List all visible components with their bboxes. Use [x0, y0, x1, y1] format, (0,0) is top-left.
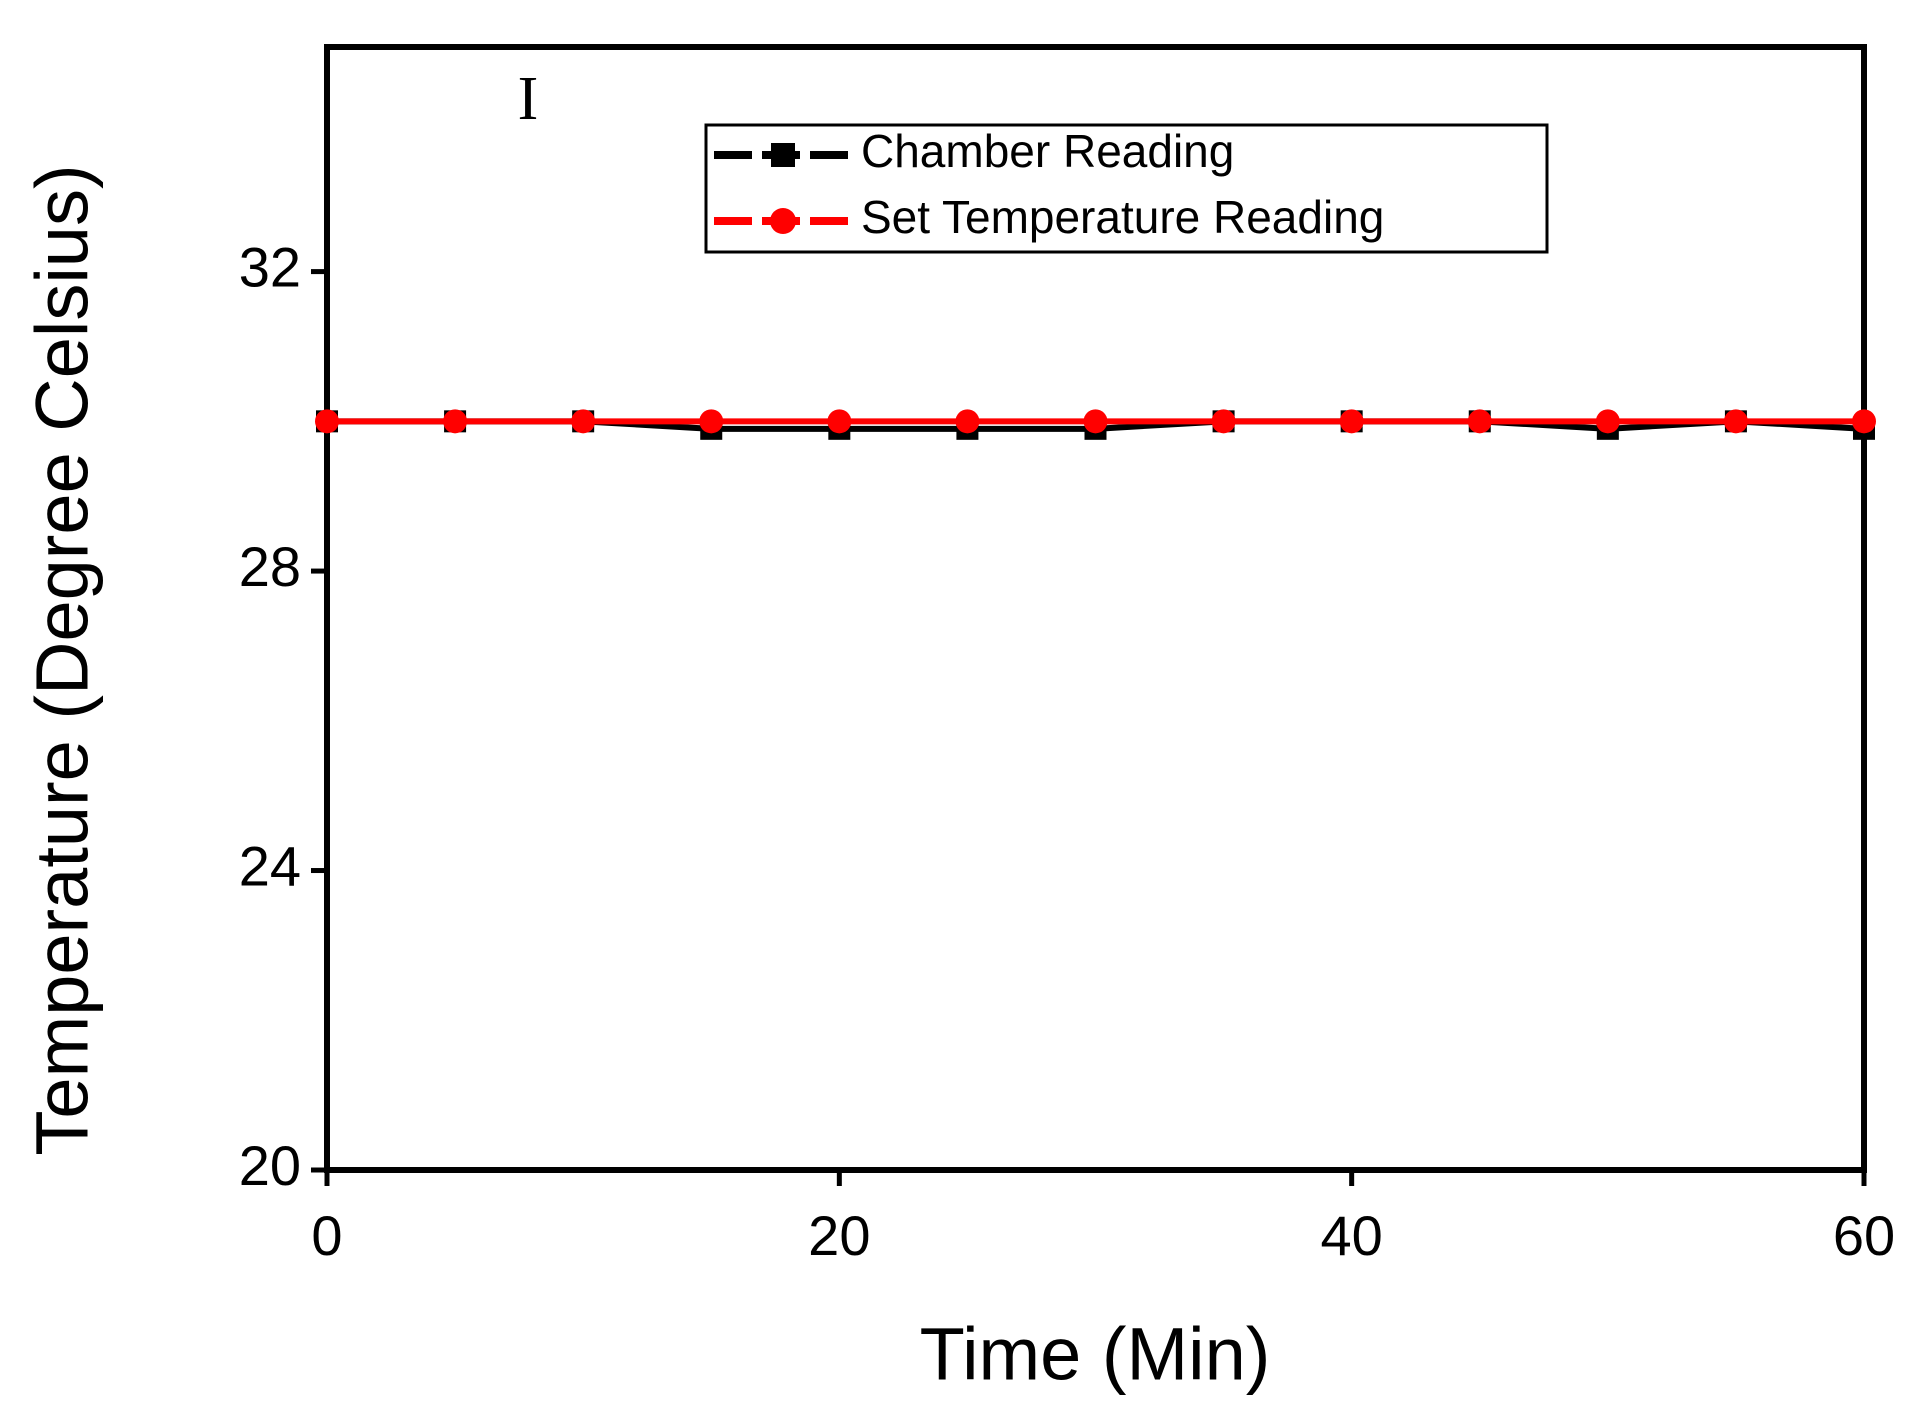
x-tick-label: 0	[311, 1204, 342, 1267]
legend-marker	[770, 208, 796, 234]
plot-frame	[324, 44, 1867, 1173]
legend-label: Chamber Reading	[861, 125, 1234, 177]
x-tick-label: 20	[808, 1204, 870, 1267]
point	[1595, 409, 1620, 434]
y-tick-label: 24	[239, 834, 301, 897]
point	[1211, 409, 1236, 434]
legend-label: Set Temperature Reading	[861, 191, 1384, 243]
y-tick-label: 20	[239, 1134, 301, 1197]
x-tick-label: 40	[1321, 1204, 1383, 1267]
point	[1852, 409, 1876, 434]
point	[1467, 409, 1492, 434]
y-axis-title: Temperature (Degree Celsius)	[21, 164, 104, 1155]
x-tick-label: 60	[1833, 1204, 1895, 1267]
point	[1083, 409, 1108, 434]
point	[315, 409, 339, 434]
point	[955, 409, 980, 434]
point	[1723, 409, 1748, 434]
point	[571, 409, 596, 434]
y-tick-label: 28	[239, 535, 301, 598]
point	[443, 409, 468, 434]
annotation: I	[518, 65, 539, 133]
legend-box	[704, 123, 1549, 254]
point	[827, 409, 852, 434]
point	[1339, 409, 1364, 434]
x-axis-title: Time (Min)	[920, 1313, 1271, 1396]
y-tick-label: 32	[239, 235, 301, 298]
point	[699, 409, 724, 434]
legend-marker	[771, 143, 795, 167]
